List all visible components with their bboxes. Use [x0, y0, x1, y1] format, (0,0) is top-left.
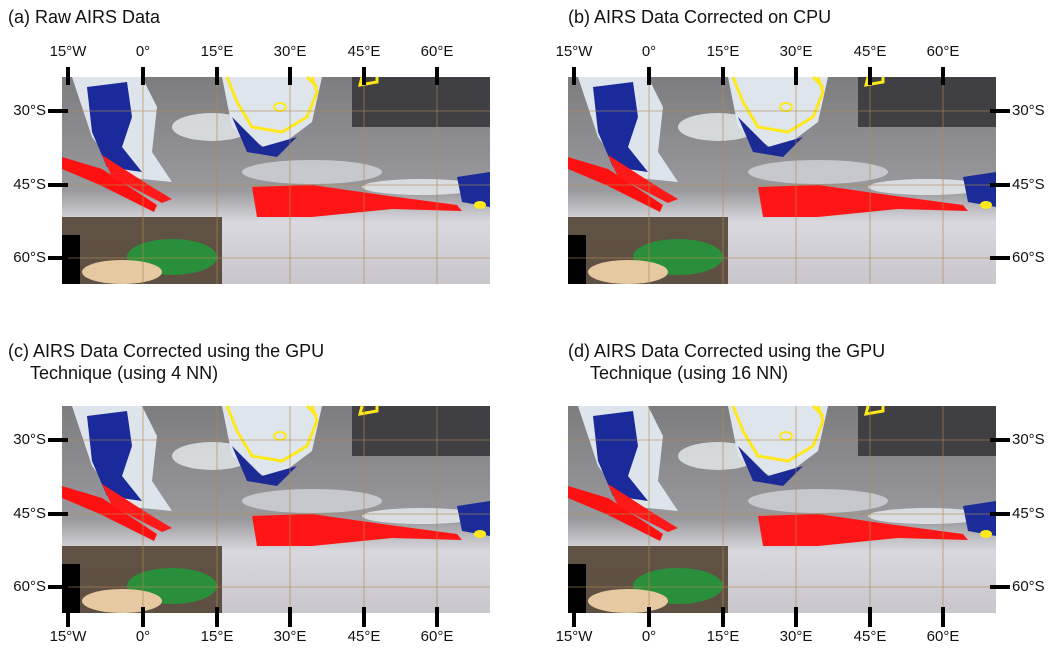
y-tick-label: 60°S	[13, 578, 46, 595]
panel: (b) AIRS Data Corrected on CPU 15°W 0° 15°E…	[556, 7, 1045, 286]
x-tick-label: 15°W	[50, 628, 88, 645]
y-tick-label: 60°S	[13, 249, 46, 266]
x-tick-label: 0°	[642, 43, 656, 60]
x-tick-label: 15°W	[556, 43, 594, 60]
panel-title: Technique (using 4 NN)	[30, 363, 218, 383]
map-image	[566, 75, 998, 286]
panel-title: Technique (using 16 NN)	[590, 363, 788, 383]
map-image	[60, 404, 492, 615]
x-tick-label: 30°E	[780, 628, 813, 645]
x-tick-label: 30°E	[780, 43, 813, 60]
x-tick-label: 45°E	[854, 628, 887, 645]
x-tick-label: 15°E	[707, 628, 740, 645]
panel-title: (d) AIRS Data Corrected using the GPU	[568, 341, 885, 361]
y-tick-label: 45°S	[13, 176, 46, 193]
y-tick-label: 30°S	[1012, 102, 1045, 119]
x-tick-label: 60°E	[421, 628, 454, 645]
panel-title: (b) AIRS Data Corrected on CPU	[568, 7, 831, 27]
y-tick-label: 60°S	[1012, 578, 1045, 595]
x-tick-label: 45°E	[348, 628, 381, 645]
y-tick-label: 45°S	[1012, 505, 1045, 522]
panel: (c) AIRS Data Corrected using the GPUTec…	[8, 341, 492, 645]
x-tick-label: 45°E	[348, 43, 381, 60]
x-tick-label: 15°E	[201, 43, 234, 60]
y-tick-label: 45°S	[13, 505, 46, 522]
x-tick-label: 30°E	[274, 43, 307, 60]
panel: (d) AIRS Data Corrected using the GPUTec…	[556, 341, 1045, 645]
y-tick-label: 30°S	[13, 102, 46, 119]
x-tick-label: 30°E	[274, 628, 307, 645]
x-tick-label: 45°E	[854, 43, 887, 60]
panel-title: (a) Raw AIRS Data	[8, 7, 161, 27]
y-tick-label: 30°S	[13, 431, 46, 448]
panel: (a) Raw AIRS Data 15°W 0° 15°E 30°E 45°E 60°E 3…	[8, 7, 492, 286]
panel-title: (c) AIRS Data Corrected using the GPU	[8, 341, 324, 361]
x-tick-label: 60°E	[927, 628, 960, 645]
y-tick-label: 45°S	[1012, 176, 1045, 193]
x-tick-label: 60°E	[927, 43, 960, 60]
y-tick-label: 30°S	[1012, 431, 1045, 448]
x-tick-label: 0°	[642, 628, 656, 645]
x-tick-label: 15°W	[50, 43, 88, 60]
x-tick-label: 15°E	[201, 628, 234, 645]
map-image	[566, 404, 998, 615]
x-tick-label: 15°E	[707, 43, 740, 60]
x-tick-label: 0°	[136, 628, 150, 645]
x-tick-label: 0°	[136, 43, 150, 60]
map-image	[60, 75, 492, 286]
x-tick-label: 60°E	[421, 43, 454, 60]
x-tick-label: 15°W	[556, 628, 594, 645]
y-tick-label: 60°S	[1012, 249, 1045, 266]
